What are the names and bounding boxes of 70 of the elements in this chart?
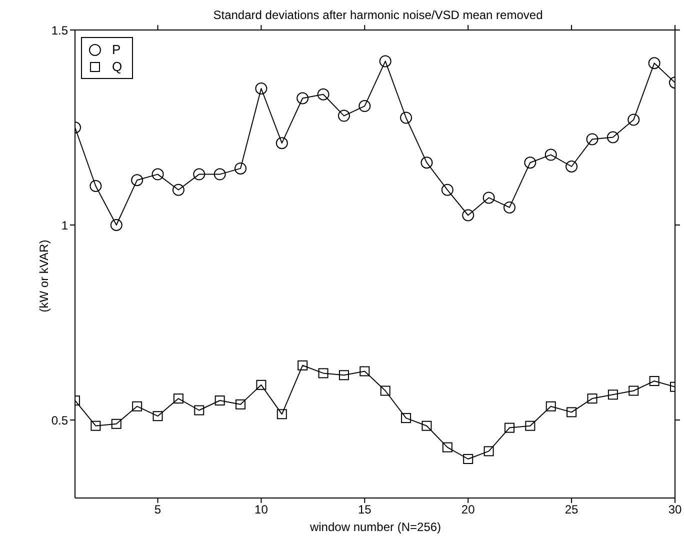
point bbox=[298, 360, 308, 370]
point bbox=[648, 57, 660, 70]
point bbox=[173, 394, 184, 404]
point bbox=[608, 390, 618, 400]
point bbox=[628, 114, 640, 126]
x-tick-label: 5 bbox=[154, 502, 162, 517]
point bbox=[110, 219, 122, 231]
point bbox=[276, 409, 287, 420]
x-tick-label: 30 bbox=[668, 502, 682, 517]
y-tick-label: 1 bbox=[61, 218, 68, 232]
point bbox=[484, 446, 494, 456]
point bbox=[172, 184, 184, 196]
point bbox=[442, 442, 452, 452]
point bbox=[234, 162, 247, 174]
point bbox=[256, 380, 266, 390]
point bbox=[482, 192, 495, 204]
point bbox=[318, 368, 328, 378]
point bbox=[524, 156, 536, 169]
point bbox=[586, 133, 598, 146]
point bbox=[503, 201, 516, 214]
legend-label: Q bbox=[112, 58, 122, 75]
y-tick-label: 0.5 bbox=[51, 413, 68, 428]
point bbox=[649, 376, 660, 386]
point bbox=[276, 137, 288, 150]
point bbox=[544, 148, 557, 161]
x-axis-title: window number (N=256) bbox=[308, 520, 442, 534]
point bbox=[214, 396, 225, 406]
point bbox=[111, 418, 122, 429]
point bbox=[296, 92, 309, 104]
point bbox=[358, 100, 371, 112]
point bbox=[401, 413, 412, 424]
point bbox=[360, 366, 370, 376]
point bbox=[338, 370, 349, 380]
point bbox=[628, 386, 639, 396]
point bbox=[193, 168, 206, 180]
point bbox=[566, 160, 578, 172]
point bbox=[566, 407, 577, 418]
point bbox=[90, 420, 101, 431]
x-tick-label: 10 bbox=[254, 502, 268, 517]
y-tick-label: 1.5 bbox=[51, 23, 68, 38]
point bbox=[606, 131, 619, 144]
chart-title: Standard deviations after harmonic noise/VSD mean removed bbox=[212, 8, 544, 22]
point bbox=[441, 184, 454, 196]
point bbox=[152, 168, 164, 180]
point bbox=[525, 420, 536, 431]
point bbox=[152, 411, 163, 422]
point bbox=[90, 180, 102, 192]
point bbox=[379, 55, 392, 68]
point bbox=[131, 174, 144, 186]
point bbox=[504, 422, 514, 433]
point bbox=[462, 209, 474, 222]
point bbox=[587, 394, 598, 404]
point bbox=[380, 386, 390, 396]
point bbox=[463, 454, 474, 464]
x-tick-label: 20 bbox=[461, 502, 476, 517]
x-tick-label: 15 bbox=[358, 502, 372, 517]
point bbox=[236, 399, 246, 410]
legend-label: P bbox=[112, 41, 121, 58]
point bbox=[194, 405, 204, 416]
point bbox=[546, 401, 556, 412]
y-axis-title: (kW or kVAR) bbox=[37, 240, 51, 312]
point bbox=[422, 420, 432, 431]
point bbox=[400, 112, 412, 124]
point bbox=[317, 88, 330, 100]
point bbox=[214, 168, 226, 180]
point bbox=[132, 401, 142, 412]
point bbox=[420, 156, 433, 169]
x-tick-label: 25 bbox=[564, 502, 579, 517]
point bbox=[338, 110, 350, 122]
point bbox=[255, 82, 268, 94]
